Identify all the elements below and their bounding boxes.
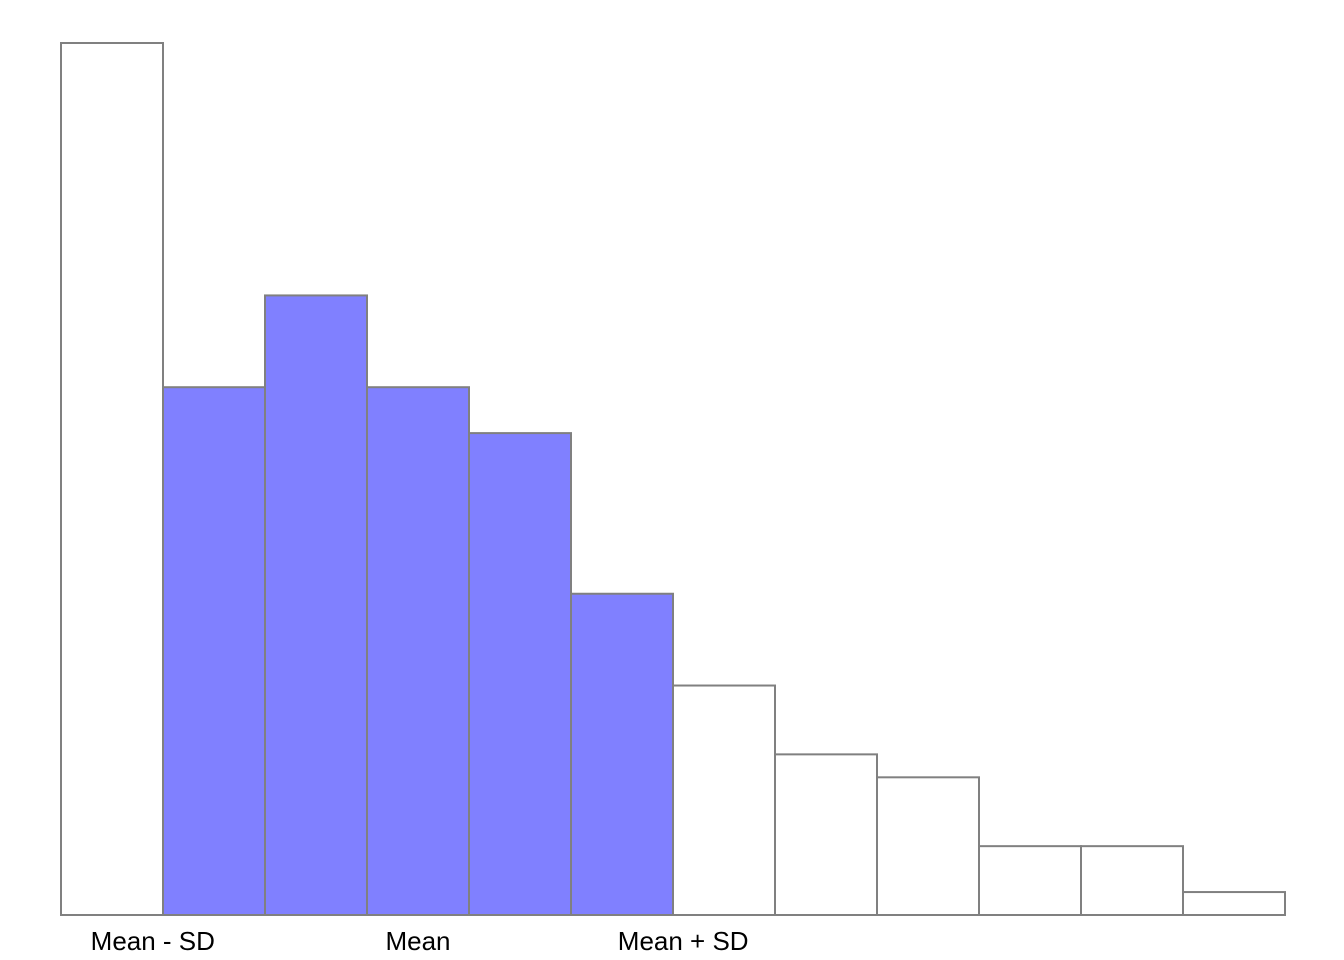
histogram-bar bbox=[672, 684, 776, 916]
histogram-bar bbox=[1182, 891, 1286, 916]
tick-labels-group: Mean - SD Mean Mean + SD bbox=[91, 926, 749, 956]
histogram-bar bbox=[60, 42, 164, 916]
histogram-bar bbox=[468, 432, 572, 916]
bars-group bbox=[60, 42, 1286, 917]
x-marker-label: Mean - SD bbox=[91, 926, 215, 956]
histogram-bar bbox=[1080, 845, 1184, 916]
x-marker-label: Mean + SD bbox=[618, 926, 749, 956]
histogram-bar bbox=[978, 845, 1082, 916]
histogram-bar bbox=[876, 776, 980, 916]
histogram-bar bbox=[774, 753, 878, 916]
histogram-bar bbox=[264, 294, 368, 916]
histogram-bar bbox=[162, 386, 266, 917]
x-marker-label: Mean bbox=[385, 926, 450, 956]
histogram-bar bbox=[570, 592, 674, 916]
histogram-bar bbox=[366, 386, 470, 917]
